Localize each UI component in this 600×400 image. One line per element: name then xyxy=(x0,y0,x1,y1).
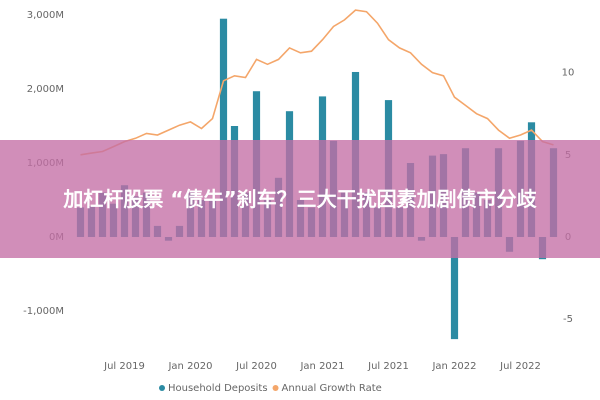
y2-tick-label: 10 xyxy=(562,68,575,79)
y-tick-label: -1,000M xyxy=(23,306,64,317)
legend-label: Household Deposits xyxy=(168,383,268,394)
y2-tick-label: -5 xyxy=(563,314,573,325)
bar xyxy=(219,18,228,238)
legend-label: Annual Growth Rate xyxy=(282,383,382,394)
x-tick-label: Jan 2020 xyxy=(167,361,212,372)
legend-marker xyxy=(159,385,165,391)
x-tick-label: Jan 2022 xyxy=(431,361,476,372)
y-tick-label: 2,000M xyxy=(27,84,64,95)
bar xyxy=(450,237,459,340)
y-tick-label: 3,000M xyxy=(27,10,64,21)
banner: 加杠杆股票 “债牛”刹车？三大干扰因素加剧债市分歧 xyxy=(0,140,600,258)
x-tick-label: Jul 2022 xyxy=(499,361,541,372)
x-tick-label: Jul 2021 xyxy=(367,361,409,372)
x-tick-label: Jul 2020 xyxy=(235,361,277,372)
x-tick-label: Jan 2021 xyxy=(299,361,344,372)
legend-marker xyxy=(272,385,279,391)
x-tick-label: Jul 2019 xyxy=(103,361,145,372)
line xyxy=(80,9,554,156)
headline: 加杠杆股票 “债牛”刹车？三大干扰因素加剧债市分歧 xyxy=(63,187,537,211)
